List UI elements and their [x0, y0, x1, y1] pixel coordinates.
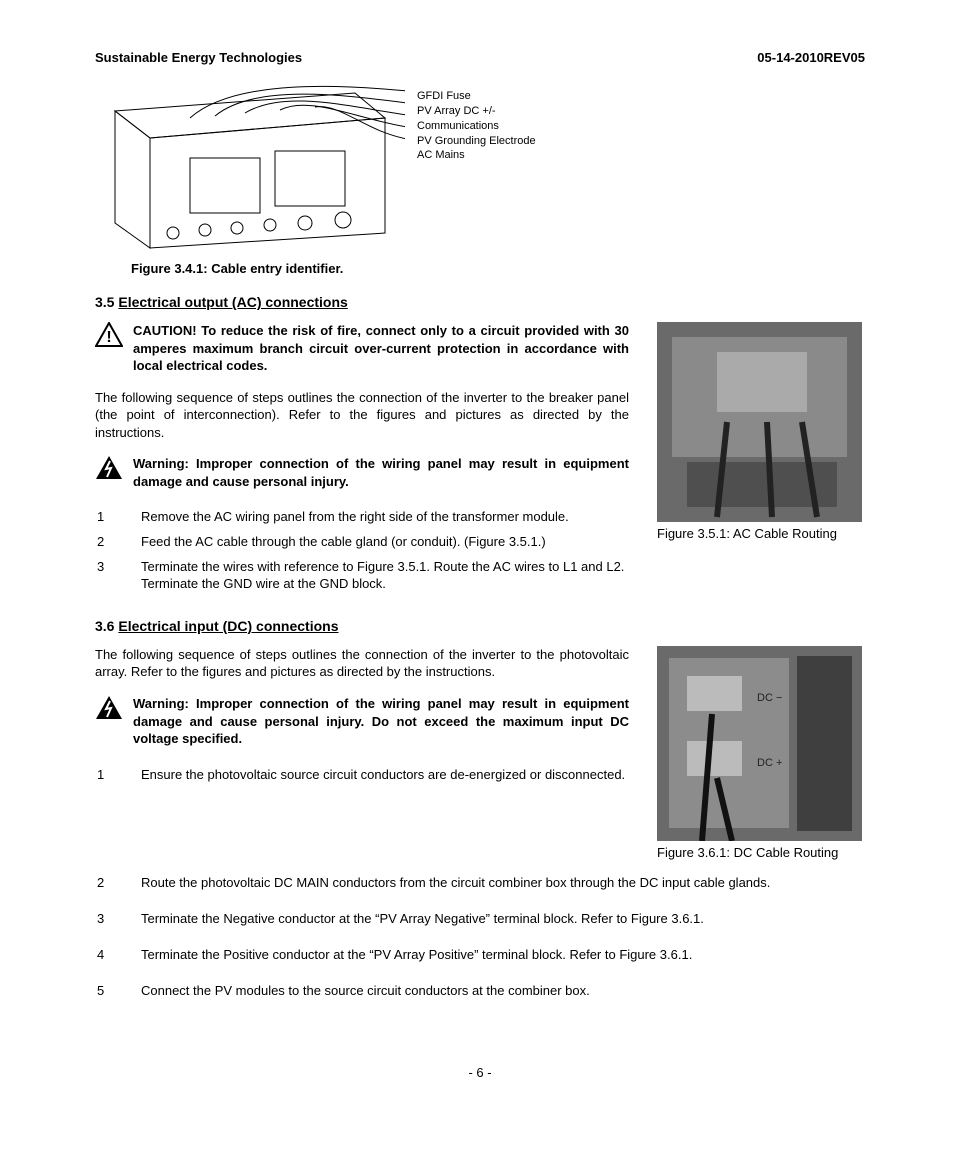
page-header: Sustainable Energy Technologies 05-14-20…	[95, 50, 865, 65]
step-row: 1Remove the AC wiring panel from the rig…	[97, 506, 627, 529]
figure-3-5-1-caption: Figure 3.5.1: AC Cable Routing	[657, 526, 865, 541]
section-number: 3.6	[95, 618, 114, 634]
svg-text:DC −: DC −	[757, 692, 782, 704]
diagram-label: Communications	[417, 119, 536, 134]
section-3-6-steps-top: 1Ensure the photovoltaic source circuit …	[95, 762, 627, 789]
svg-text:!: !	[106, 329, 111, 346]
section-3-6-steps-full: 2Route the photovoltaic DC MAIN conducto…	[95, 870, 865, 1005]
section-3-5-title: 3.5 Electrical output (AC) connections	[95, 294, 865, 310]
warning-text: Warning: Improper connection of the wiri…	[133, 695, 629, 748]
step-row: 2Feed the AC cable through the cable gla…	[97, 531, 627, 554]
section-3-5-steps: 1Remove the AC wiring panel from the rig…	[95, 504, 629, 598]
warning-shock-icon	[95, 455, 123, 490]
diagram-label: AC Mains	[417, 148, 536, 163]
caution-triangle-icon: !	[95, 322, 123, 375]
section-3-6-title: 3.6 Electrical input (DC) connections	[95, 618, 865, 634]
figure-3-5-1-photo	[657, 322, 862, 522]
section-3-5-para: The following sequence of steps outlines…	[95, 389, 629, 442]
figure-3-4-1-caption: Figure 3.4.1: Cable entry identifier.	[131, 261, 865, 276]
warning-notice: Warning: Improper connection of the wiri…	[95, 455, 629, 490]
step-row: 1Ensure the photovoltaic source circuit …	[97, 764, 625, 787]
header-right: 05-14-2010REV05	[757, 50, 865, 65]
section-3-6-para: The following sequence of steps outlines…	[95, 646, 629, 681]
page: Sustainable Energy Technologies 05-14-20…	[0, 0, 960, 1120]
page-number: - 6 -	[95, 1065, 865, 1080]
diagram-label-list: GFDI Fuse PV Array DC +/- Communications…	[417, 89, 536, 163]
step-row: 2Route the photovoltaic DC MAIN conducto…	[97, 872, 863, 906]
diagram-label: PV Array DC +/-	[417, 104, 536, 119]
section-heading: Electrical input (DC) connections	[118, 618, 338, 634]
figure-3-4-1: GFDI Fuse PV Array DC +/- Communications…	[95, 83, 865, 253]
section-3-5-body: ! CAUTION! To reduce the risk of fire, c…	[95, 322, 865, 598]
svg-text:DC +: DC +	[757, 757, 782, 769]
header-left: Sustainable Energy Technologies	[95, 50, 302, 65]
caution-text: CAUTION! To reduce the risk of fire, con…	[133, 322, 629, 375]
diagram-label: GFDI Fuse	[417, 89, 536, 104]
warning-shock-icon	[95, 695, 123, 748]
section-heading: Electrical output (AC) connections	[118, 294, 347, 310]
diagram-label: PV Grounding Electrode	[417, 134, 536, 149]
warning-text: Warning: Improper connection of the wiri…	[133, 455, 629, 490]
section-3-6-body: The following sequence of steps outlines…	[95, 646, 865, 860]
figure-3-6-1-photo: DC − DC +	[657, 646, 862, 841]
section-number: 3.5	[95, 294, 114, 310]
caution-notice: ! CAUTION! To reduce the risk of fire, c…	[95, 322, 629, 375]
figure-3-6-1-caption: Figure 3.6.1: DC Cable Routing	[657, 845, 865, 860]
step-row: 3Terminate the wires with reference to F…	[97, 556, 627, 596]
cable-entry-diagram	[95, 83, 405, 253]
step-row: 3Terminate the Negative conductor at the…	[97, 908, 863, 942]
step-row: 5Connect the PV modules to the source ci…	[97, 980, 863, 1003]
warning-notice: Warning: Improper connection of the wiri…	[95, 695, 629, 748]
step-row: 4 Terminate the Positive conductor at th…	[97, 944, 863, 978]
